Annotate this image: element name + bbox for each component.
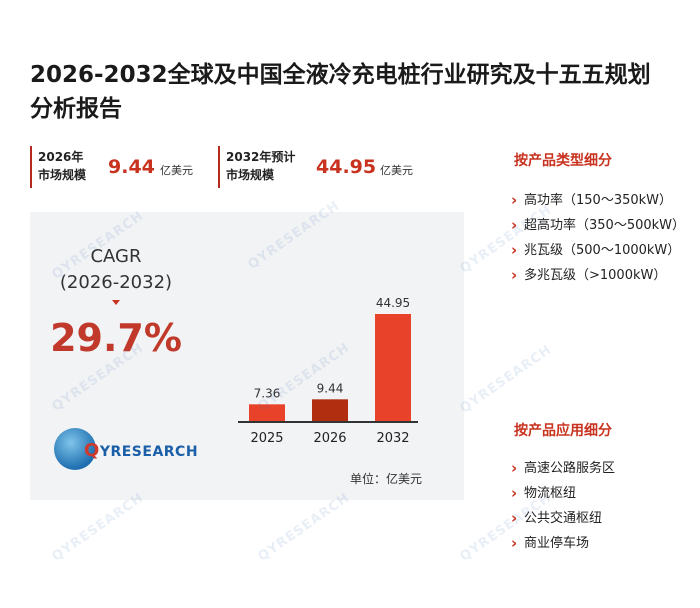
logo-q: Q	[84, 440, 100, 461]
stat-label: 2032年预计 市场规模	[226, 148, 295, 184]
globe-icon	[54, 428, 96, 470]
page-title: 2026-2032全球及中国全液冷充电桩行业研究及十五五规划分析报告	[30, 62, 651, 122]
cagr-arrow-icon	[112, 300, 120, 305]
cagr-value: 29.7%	[50, 316, 182, 360]
product-application-list: 高速公路服务区 物流枢纽 公共交通枢纽 商业停车场	[510, 456, 695, 556]
list-item: 高功率（150～350kW）	[510, 188, 695, 213]
stat-value: 44.95	[316, 156, 377, 178]
logo-text: QYRESEARCH	[84, 440, 198, 461]
bar-value-label: 7.36	[254, 386, 281, 400]
stat-unit: 亿美元	[380, 164, 413, 177]
list-item: 商业停车场	[510, 531, 695, 556]
stat-label-line2: 市场规模	[38, 168, 87, 182]
list-item: 超高功率（350～500kW）	[510, 213, 695, 238]
cagr-label-line2: (2026-2032)	[59, 272, 173, 293]
bar-value-label: 9.44	[317, 381, 344, 395]
logo-rest: YRESEARCH	[99, 444, 199, 460]
watermark: QYRESEARCH	[457, 342, 555, 417]
list-item: 多兆瓦级（>1000kW）	[510, 263, 695, 288]
qyresearch-logo: QYRESEARCH	[54, 428, 198, 474]
stat-label: 2026年 市场规模	[38, 148, 86, 184]
cagr-label: CAGR (2026-2032)	[30, 244, 202, 296]
unit-note: 单位：亿美元	[350, 472, 423, 486]
stat-2026-market-size: 2026年 市场规模 9.44 亿美元	[30, 146, 212, 188]
x-tick-label: 2025	[250, 431, 283, 446]
bar-chart: 7.36 2025 9.44 2026 44.95 2032	[238, 296, 418, 446]
stat-label-line1: 2026年	[38, 150, 84, 164]
x-tick-label: 2032	[376, 431, 409, 446]
bar-value-label: 44.95	[376, 296, 410, 310]
product-type-list: 高功率（150～350kW） 超高功率（350～500kW） 兆瓦级（500～1…	[510, 188, 695, 288]
list-item: 高速公路服务区	[510, 456, 695, 481]
stat-label-line2: 市场规模	[226, 168, 275, 182]
watermark: QYRESEARCH	[49, 490, 147, 565]
list-item: 公共交通枢纽	[510, 506, 695, 531]
stat-2032-market-size: 2032年预计 市场规模 44.95 亿美元	[218, 146, 430, 188]
product-application-heading: 按产品应用细分	[514, 423, 612, 439]
list-item: 物流枢纽	[510, 481, 695, 506]
stat-label-line1: 2032年预计	[226, 150, 296, 164]
list-item: 兆瓦级（500～1000kW）	[510, 238, 695, 263]
cagr-label-line1: CAGR	[90, 246, 142, 267]
stat-value: 9.44	[108, 156, 155, 178]
x-tick-label: 2026	[313, 431, 346, 446]
bar-2025	[249, 404, 285, 422]
bar-2026	[312, 399, 348, 422]
chart-panel: CAGR (2026-2032) 29.7% QYRESEARCH 7.36 20…	[30, 212, 464, 500]
stat-unit: 亿美元	[160, 164, 193, 177]
bar-2032	[375, 314, 411, 422]
product-type-heading: 按产品类型细分	[514, 153, 612, 169]
watermark: QYRESEARCH	[255, 490, 353, 565]
